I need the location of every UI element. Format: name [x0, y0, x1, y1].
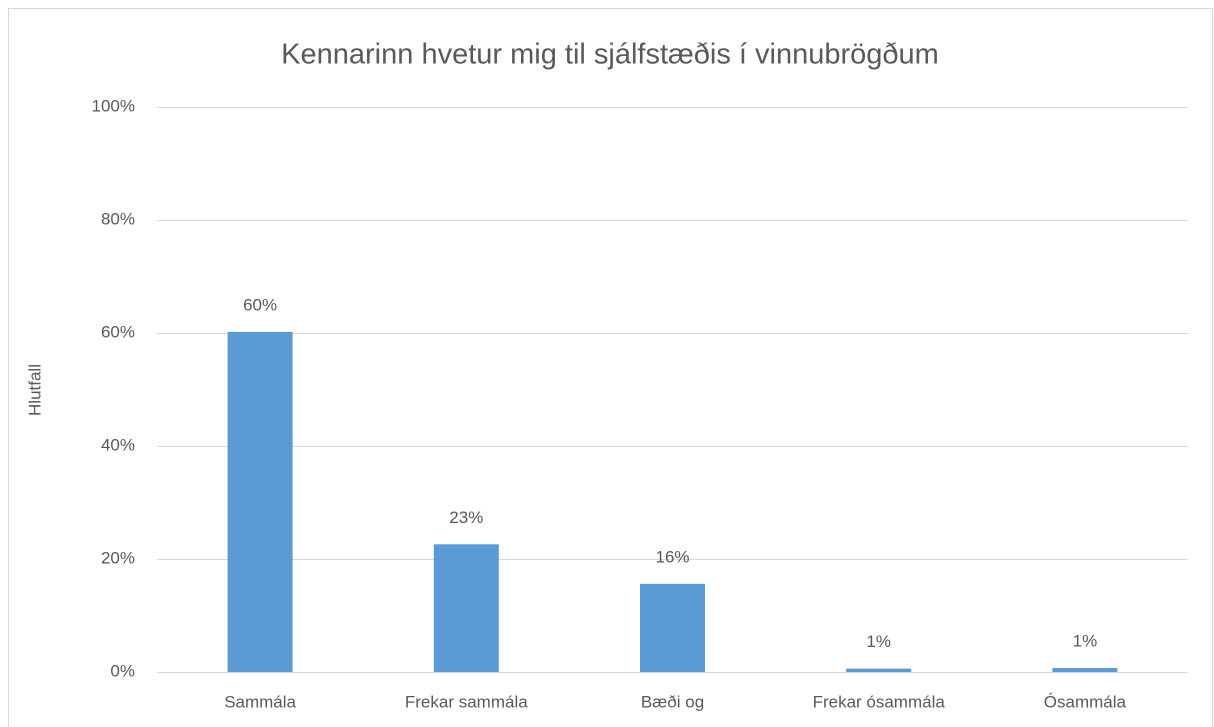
x-tick-label: Frekar sammála: [405, 692, 528, 711]
chart-title: Kennarinn hvetur mig til sjálfstæðis í v…: [281, 39, 939, 71]
x-tick-label: Frekar ósammála: [813, 692, 946, 711]
bar: [640, 583, 705, 672]
data-label: 16%: [655, 547, 689, 566]
y-tick-label: 0%: [110, 661, 135, 680]
data-label: 1%: [1073, 632, 1098, 651]
bar: [227, 331, 293, 672]
y-tick-label: 100%: [92, 96, 135, 115]
y-tick-label: 80%: [101, 209, 135, 228]
y-tick-label: 20%: [101, 548, 135, 567]
x-tick-label: Sammála: [224, 692, 296, 711]
y-tick-label: 40%: [101, 435, 135, 454]
data-label: 60%: [243, 295, 277, 314]
y-axis-label: Hlutfall: [25, 364, 44, 416]
x-tick-label: Bæði og: [641, 692, 704, 711]
chart-border: [8, 8, 1213, 727]
x-tick-label: Ósammála: [1044, 692, 1127, 711]
y-tick-label: 60%: [101, 322, 135, 341]
data-label: 23%: [449, 508, 483, 527]
bar: [433, 544, 499, 672]
bar: [1052, 668, 1118, 672]
bar: [846, 668, 912, 672]
data-label: 1%: [866, 632, 891, 651]
